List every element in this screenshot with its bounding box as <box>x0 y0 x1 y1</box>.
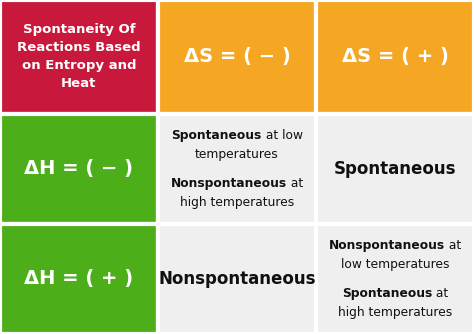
Bar <box>0 114 158 224</box>
Text: at: at <box>445 239 461 252</box>
Text: at: at <box>287 177 303 190</box>
Text: high temperatures: high temperatures <box>338 306 452 319</box>
Bar <box>0 224 158 334</box>
Bar <box>158 224 316 334</box>
Text: Nonspontaneous: Nonspontaneous <box>158 270 316 288</box>
Text: Spontaneity Of
Reactions Based
on Entropy and
Heat: Spontaneity Of Reactions Based on Entrop… <box>17 23 141 90</box>
Text: ΔS = ( − ): ΔS = ( − ) <box>183 47 291 66</box>
Text: at low: at low <box>262 129 302 142</box>
Text: ΔH = ( + ): ΔH = ( + ) <box>24 270 134 288</box>
Text: high temperatures: high temperatures <box>180 196 294 209</box>
Bar <box>158 114 316 224</box>
Bar <box>316 114 474 224</box>
Text: low temperatures: low temperatures <box>341 258 449 271</box>
Bar <box>316 0 474 114</box>
Text: ΔH = ( − ): ΔH = ( − ) <box>25 159 133 178</box>
Text: Spontaneous: Spontaneous <box>172 129 262 142</box>
Text: Nonspontaneous: Nonspontaneous <box>171 177 287 190</box>
Text: ΔS = ( + ): ΔS = ( + ) <box>342 47 448 66</box>
Text: at: at <box>432 287 448 300</box>
Bar <box>316 224 474 334</box>
Text: Spontaneous: Spontaneous <box>334 160 456 178</box>
Bar <box>0 0 158 114</box>
Text: temperatures: temperatures <box>195 148 279 161</box>
Text: Spontaneous: Spontaneous <box>342 287 432 300</box>
Text: Nonspontaneous: Nonspontaneous <box>329 239 445 252</box>
Bar <box>158 0 316 114</box>
